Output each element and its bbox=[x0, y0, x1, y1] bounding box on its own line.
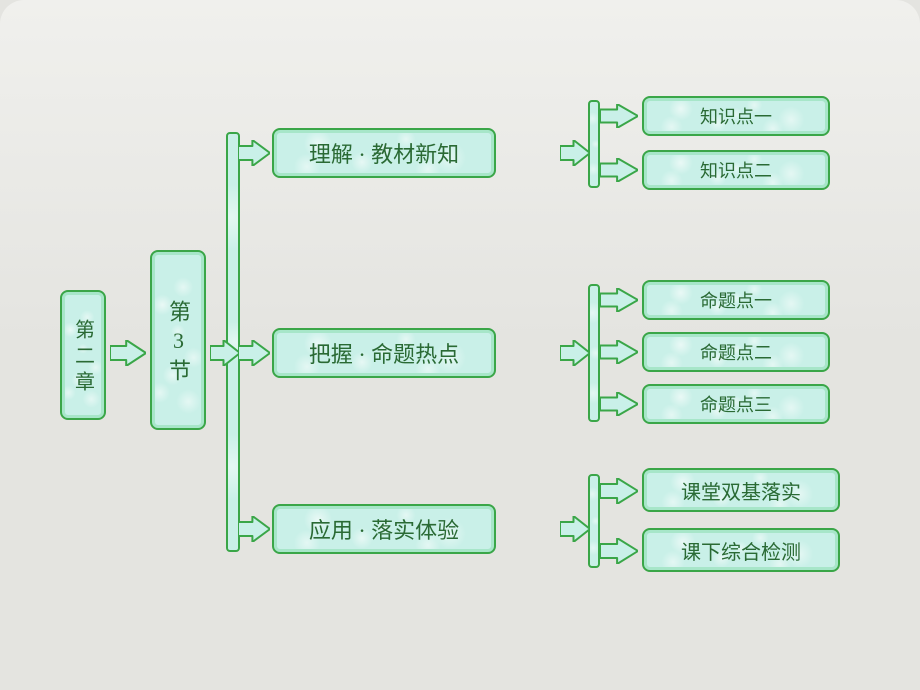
node-branch-apply-label: 应用 · 落实体验 bbox=[309, 513, 459, 545]
arrow-trunk-to-understand bbox=[238, 140, 270, 166]
node-branch-understand-label: 理解 · 教材新知 bbox=[309, 137, 459, 169]
node-section: 第3节 bbox=[150, 250, 206, 430]
leaf-topic-2: 命题点二 bbox=[642, 332, 830, 372]
leaf-topic-3-label: 命题点三 bbox=[700, 391, 772, 417]
node-chapter-label: 第二章 bbox=[69, 319, 98, 397]
diagram-canvas: 第二章 第3节 理解 · 教材新知 把握 · 命题热点 应用 · 落实体验 知识… bbox=[0, 0, 920, 690]
leaf-topic-2-label: 命题点二 bbox=[700, 339, 772, 365]
arrow-understand-to-subtrunk bbox=[560, 140, 590, 166]
leaf-classroom: 课堂双基落实 bbox=[642, 468, 840, 512]
arrow-to-topic-2 bbox=[600, 340, 638, 364]
node-branch-grasp: 把握 · 命题热点 bbox=[272, 328, 496, 378]
leaf-knowledge-1-label: 知识点一 bbox=[700, 103, 772, 129]
leaf-knowledge-1: 知识点一 bbox=[642, 96, 830, 136]
leaf-topic-3: 命题点三 bbox=[642, 384, 830, 424]
leaf-knowledge-2-label: 知识点二 bbox=[700, 157, 772, 183]
leaf-knowledge-2: 知识点二 bbox=[642, 150, 830, 190]
leaf-classroom-label: 课堂双基落实 bbox=[681, 476, 801, 505]
arrow-grasp-to-subtrunk bbox=[560, 340, 590, 366]
arrow-to-knowledge-2 bbox=[600, 158, 638, 182]
leaf-afterclass: 课下综合检测 bbox=[642, 528, 840, 572]
node-section-label: 第3节 bbox=[162, 300, 194, 387]
arrow-trunk-to-grasp bbox=[238, 340, 270, 366]
leaf-topic-1: 命题点一 bbox=[642, 280, 830, 320]
arrow-to-classroom bbox=[600, 478, 638, 504]
node-branch-understand: 理解 · 教材新知 bbox=[272, 128, 496, 178]
arrow-to-topic-1 bbox=[600, 288, 638, 312]
node-chapter: 第二章 bbox=[60, 290, 106, 420]
node-branch-grasp-label: 把握 · 命题热点 bbox=[309, 337, 459, 369]
arrow-to-afterclass bbox=[600, 538, 638, 564]
arrow-apply-to-subtrunk bbox=[560, 516, 590, 542]
arrow-trunk-to-apply bbox=[238, 516, 270, 542]
arrow-root-to-section bbox=[110, 340, 146, 366]
arrow-section-to-trunk bbox=[210, 340, 240, 366]
arrow-to-topic-3 bbox=[600, 392, 638, 416]
node-branch-apply: 应用 · 落实体验 bbox=[272, 504, 496, 554]
leaf-topic-1-label: 命题点一 bbox=[700, 287, 772, 313]
arrow-to-knowledge-1 bbox=[600, 104, 638, 128]
leaf-afterclass-label: 课下综合检测 bbox=[681, 536, 801, 565]
